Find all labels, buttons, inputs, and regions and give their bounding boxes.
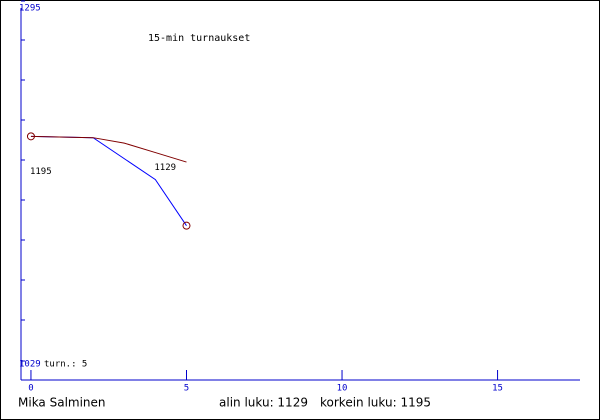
highest-rating: korkein luku: 1195 <box>320 396 431 410</box>
y-tick-label: 1295 <box>19 4 41 14</box>
annotation: 1129 <box>154 163 176 173</box>
x-tick-label: 0 <box>28 384 33 394</box>
rating-line <box>30 135 187 163</box>
player-name: Mika Salminen <box>18 396 106 410</box>
y-tick-label: 1029 <box>19 360 41 370</box>
chart-title: 15-min turnaukset <box>148 33 250 44</box>
extreme-marker <box>26 132 35 141</box>
turns-label: turn.: 5 <box>44 360 87 370</box>
annotation: 1195 <box>30 167 52 177</box>
x-tick-label: 15 <box>492 384 503 394</box>
lowest-rating: alin luku: 1129 <box>219 396 308 410</box>
x-tick-label: 5 <box>184 384 189 394</box>
y-minor-ticks <box>21 39 25 321</box>
extreme-marker <box>182 221 191 230</box>
x-tick-label: 10 <box>337 384 348 394</box>
